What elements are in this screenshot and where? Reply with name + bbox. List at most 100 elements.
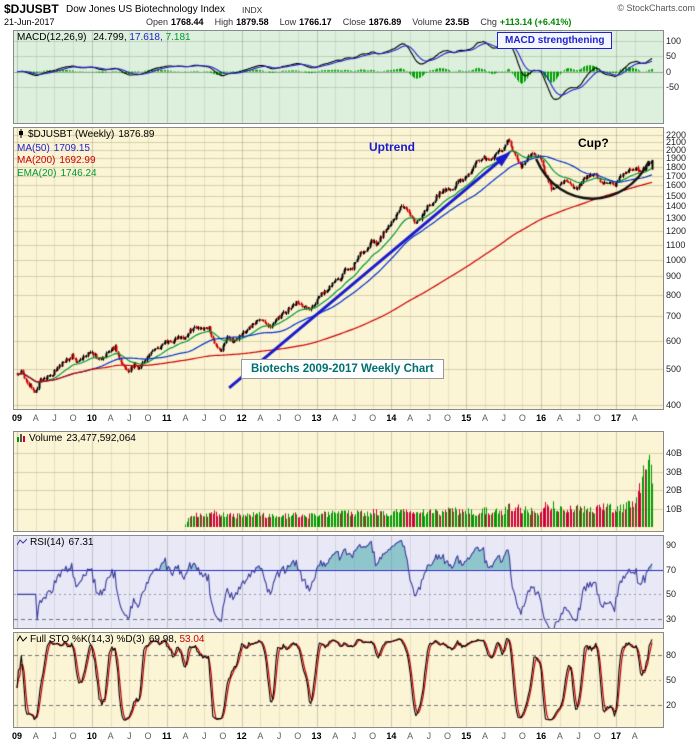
x-axis-tick: 16 [536, 731, 547, 741]
y-axis-tick: 90 [666, 539, 677, 550]
rsi-canvas [14, 536, 663, 628]
quote-volume: Volume 23.5B [412, 17, 470, 27]
chart-header: $DJUSBT Dow Jones US Biotechnology Index… [0, 0, 700, 30]
x-axis-tick: A [407, 413, 414, 423]
x-axis-tick: 10 [86, 731, 97, 741]
x-axis-bottom: 09 A J O 10 A J O 11 A J O 12 A J O 13 A J O 14 A J O 15 A J O 16 A J O… [0, 728, 700, 746]
x-axis-tick: 17 [610, 413, 622, 423]
y-axis-tick: 80 [666, 649, 677, 660]
x-axis-tick: O [593, 731, 601, 741]
y-axis-tick: 1000 [666, 254, 687, 265]
y-axis-tick: 1400 [666, 201, 687, 212]
x-axis-tick: J [127, 413, 132, 423]
x-axis-tick: O [219, 413, 227, 423]
stochastic-legend: Full STO %K(14,3) %D(3) 69.98, 53.04 [16, 634, 205, 648]
stochastic-panel: Full STO %K(14,3) %D(3) 69.98, 53.04 [13, 632, 664, 728]
x-axis-tick: 12 [236, 731, 247, 741]
x-axis-tick: A [407, 731, 414, 741]
macd-strengthening-callout: MACD strengthening [497, 32, 613, 49]
rsi-line-icon [16, 538, 28, 551]
x-axis-tick: A [32, 731, 39, 741]
x-axis-tick: J [351, 413, 357, 423]
y-axis-tick: 0 [666, 66, 672, 77]
copyright: © StockCharts.com [617, 3, 695, 13]
x-axis-tick: O [518, 731, 526, 741]
ema20-legend: EMA(20) 1746.24 [17, 167, 97, 179]
index-name: Dow Jones US Biotechnology Index [66, 4, 225, 15]
price-legend: $DJUSBT (Weekly) 1876.89 MA(50) 1709.15 MA… [17, 129, 154, 180]
x-axis-tick: A [182, 413, 189, 423]
y-axis-tick: 30 [666, 614, 677, 625]
y-axis-tick: 30B [666, 466, 683, 477]
x-axis-tick: A [257, 731, 264, 741]
sto-k-value: 69.98, [148, 634, 177, 645]
x-axis-tick: A [107, 731, 114, 741]
y-axis-tick: 50 [666, 51, 677, 62]
x-axis-tick: J [52, 731, 57, 741]
x-axis-tick: A [107, 413, 114, 423]
sto-d-value: 53.04 [179, 634, 205, 645]
volume-canvas [14, 432, 663, 531]
x-axis-tick: 15 [461, 731, 472, 741]
price-panel: $DJUSBT (Weekly) 1876.89 MA(50) 1709.15 MA… [13, 127, 664, 410]
volume-value: 23,477,592,064 [66, 433, 136, 444]
x-axis-tick: 12 [236, 413, 247, 423]
x-axis-tick: J [127, 731, 132, 741]
x-axis-tick: A [481, 731, 488, 741]
y-axis-tick: 1600 [666, 180, 687, 191]
x-axis-tick: 13 [311, 731, 322, 741]
ma200-legend: MA(200) 1692.99 [17, 155, 96, 166]
x-axis-tick: O [144, 413, 152, 423]
x-axis-tick: 14 [386, 413, 397, 423]
x-axis-tick: O [294, 413, 302, 423]
quote-change: Chg +113.14 (+6.41%) [480, 17, 572, 27]
x-axis-tick: A [32, 413, 39, 423]
x-axis-top: 09 A J O 10 A J O 11 A J O 12 A J O 13 A J O 14 A J O 15 A J O 16 A J O… [0, 410, 700, 428]
x-axis-tick: A [332, 413, 339, 423]
x-axis-tick: J [501, 413, 506, 423]
macd-panel: MACD(12,26,9) 24.799, 17.618, 7.181 MACD… [13, 30, 664, 124]
y-axis-tick: 70 [666, 564, 677, 575]
ma50-legend: MA(50) 1709.15 [17, 142, 90, 154]
x-axis-tick: A [481, 413, 488, 423]
y-axis-tick: 900 [666, 271, 682, 282]
x-axis-tick: J [276, 413, 282, 423]
x-axis-tick: A [556, 731, 563, 741]
quote-date: 21-Jun-2017 [4, 17, 55, 27]
macd-legend: MACD(12,26,9) 24.799, 17.618, 7.181 [17, 32, 191, 45]
quote-open: Open 1768.44 [146, 17, 204, 27]
macd-hist-value: 7.181 [165, 32, 191, 43]
x-axis-tick: 11 [161, 731, 172, 741]
x-axis-tick: A [332, 731, 339, 741]
y-axis-tick: 1700 [666, 170, 687, 181]
x-axis-tick: O [369, 731, 377, 741]
y-axis-tick: 2000 [666, 144, 687, 155]
x-axis-tick: J [501, 731, 506, 741]
y-axis-tick: 1200 [666, 225, 687, 236]
x-axis-tick: A [631, 731, 638, 741]
y-axis-tick: 10B [666, 503, 683, 514]
sto-label: Full STO %K(14,3) %D(3) [30, 634, 145, 645]
macd-value: 24.799, [93, 32, 127, 43]
x-axis-tick: 09 [11, 413, 23, 423]
quote-low: Low 1766.17 [279, 17, 332, 27]
y-axis-tick: 50 [666, 589, 677, 600]
x-axis-tick: O [144, 731, 152, 741]
x-axis-tick: O [518, 413, 526, 423]
macd-signal-value: 17.618, [129, 32, 163, 43]
x-axis-tick: 17 [610, 731, 622, 741]
x-axis-tick: O [69, 731, 77, 741]
x-axis-tick: 15 [461, 413, 472, 423]
x-axis-tick: O [219, 731, 227, 741]
cup-annotation: Cup? [578, 136, 609, 150]
y-axis-tick: 2200 [666, 129, 687, 140]
x-axis-tick: J [201, 413, 207, 423]
y-axis-tick: 20 [666, 700, 677, 711]
x-axis-tick: J [201, 731, 207, 741]
y-axis-tick: -50 [666, 82, 680, 93]
x-axis-tick: O [294, 731, 302, 741]
volume-legend: Volume 23,477,592,064 [17, 433, 136, 447]
x-axis-tick: O [369, 413, 377, 423]
symbol-ticker: $DJUSBT [4, 2, 59, 16]
